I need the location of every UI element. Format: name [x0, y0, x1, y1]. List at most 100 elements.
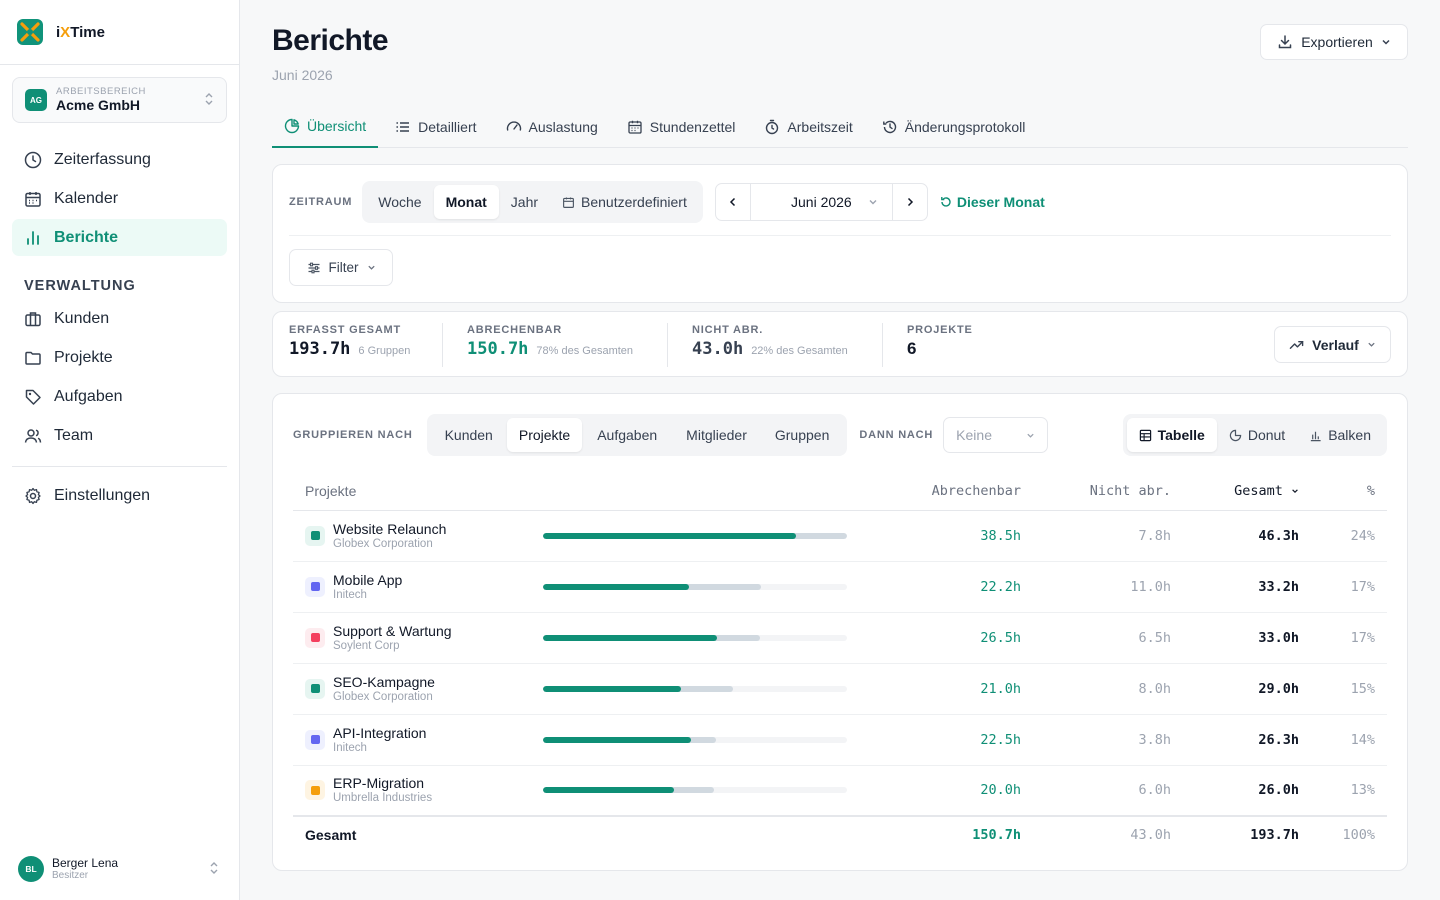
sidebar-nav: Zeiterfassung Kalender Berichte VERWALTU… [0, 141, 239, 514]
range-option-woche[interactable]: Woche [378, 194, 422, 210]
bar-chart-icon [27, 230, 39, 245]
workspace-badge: AG [25, 89, 47, 111]
report-table-card: GRUPPIEREN NACH Kunden Projekte Aufgaben… [272, 393, 1408, 871]
sidebar-item-kalender[interactable]: Kalender [12, 180, 227, 217]
column-header-nicht-abr[interactable]: Nicht abr. [1033, 472, 1183, 511]
tab-stundenzettel[interactable]: Stundenzettel [615, 106, 748, 147]
billable-cell: 22.2h [873, 561, 1033, 613]
project-cell: Website Relaunch Globex Corporation [293, 510, 543, 562]
view-option-donut[interactable]: Donut [1217, 418, 1297, 452]
refresh-icon [940, 197, 951, 207]
sidebar-item-label: Projekte [54, 348, 113, 366]
project-name: Support & Wartung [333, 622, 452, 639]
tab-arbeitszeit[interactable]: Arbeitszeit [752, 106, 864, 147]
billable-cell: 38.5h [873, 510, 1033, 562]
gear-icon [25, 487, 41, 504]
chevron-up-down-icon [209, 861, 219, 878]
tab-auslastung[interactable]: Auslastung [494, 106, 610, 147]
range-option-jahr[interactable]: Jahr [510, 194, 539, 210]
sidebar-item-aufgaben[interactable]: Aufgaben [12, 378, 227, 415]
chevron-down-icon [367, 265, 375, 270]
column-header-projekte[interactable]: Projekte [293, 472, 543, 511]
total-cell: 26.3h [1183, 714, 1311, 766]
list-icon [396, 121, 410, 132]
total-total: 193.7h [1183, 815, 1311, 852]
tab-detailliert[interactable]: Detailliert [383, 106, 488, 147]
view-option-tabelle[interactable]: Tabelle [1126, 418, 1217, 452]
total-percent: 100% [1311, 815, 1387, 852]
filter-button[interactable]: Filter [289, 249, 393, 286]
brand[interactable]: iXTime [0, 0, 239, 65]
sidebar-item-label: Berichte [54, 228, 119, 246]
avatar: BL [18, 856, 44, 882]
user-menu[interactable]: BL Berger Lena Besitzer [18, 856, 221, 882]
total-cell: 29.0h [1183, 663, 1311, 715]
period-select[interactable]: Juni 2026 [749, 184, 893, 220]
sidebar-item-zeiterfassung[interactable]: Zeiterfassung [12, 141, 227, 178]
bar-cell [543, 663, 873, 715]
report-table: Projekte Abrechenbar Nicht abr. Gesamt %… [293, 472, 1387, 852]
sidebar-item-einstellungen[interactable]: Einstellungen [12, 477, 227, 514]
sidebar-item-berichte[interactable]: Berichte [12, 219, 227, 256]
table-row[interactable]: Website Relaunch Globex Corporation 38.5… [293, 510, 1387, 562]
table-row[interactable]: Mobile App Initech 22.2h 11.0h 33.2h 17% [293, 561, 1387, 613]
app-logo-icon [17, 19, 43, 45]
column-header-gesamt[interactable]: Gesamt [1183, 472, 1311, 511]
next-period-button[interactable] [893, 184, 927, 220]
page-subtitle: Juni 2026 [272, 67, 333, 83]
view-option-label: Balken [1328, 427, 1371, 443]
hours-bar-billable [543, 532, 796, 539]
group-option-projekte[interactable]: Projekte [506, 418, 583, 452]
hours-bar-billable [543, 787, 675, 794]
tab-uebersicht[interactable]: Übersicht [272, 106, 379, 148]
calendar-icon [628, 120, 642, 134]
group-option-gruppen[interactable]: Gruppen [774, 427, 830, 443]
total-billable: 150.7h [873, 815, 1033, 852]
project-client: Globex Corporation [333, 690, 433, 703]
briefcase-icon [25, 311, 41, 326]
chevron-down-icon [1368, 342, 1375, 347]
sidebar-item-label: Einstellungen [54, 486, 151, 504]
export-button[interactable]: Exportieren [1260, 24, 1408, 60]
then-by-select[interactable]: Keine [943, 417, 1049, 453]
pie-chart-icon [1229, 429, 1242, 441]
stat-label: ABRECHENBAR [467, 324, 562, 336]
previous-period-button[interactable] [716, 184, 750, 220]
project-color-icon [305, 678, 325, 699]
hours-bar-billable [543, 583, 689, 590]
project-cell: Support & Wartung Soylent Corp [293, 612, 543, 664]
folder-icon [25, 351, 41, 365]
total-label: Gesamt [293, 815, 543, 852]
sidebar-item-team[interactable]: Team [12, 417, 227, 454]
this-month-button[interactable]: Dieser Monat [940, 194, 1045, 210]
total-bar-cell [543, 815, 873, 852]
group-option-aufgaben[interactable]: Aufgaben [597, 427, 658, 443]
project-name: SEO-Kampagne [333, 673, 435, 690]
column-header-percent[interactable]: % [1311, 472, 1387, 511]
view-option-balken[interactable]: Balken [1297, 418, 1383, 452]
workspace-label: ARBEITSBEREICH [56, 86, 146, 97]
table-row[interactable]: SEO-Kampagne Globex Corporation 21.0h 8.… [293, 663, 1387, 715]
chevron-left-icon [729, 197, 735, 207]
range-option-custom[interactable]: Benutzerdefiniert [550, 185, 699, 219]
group-option-kunden[interactable]: Kunden [444, 427, 493, 443]
table-row[interactable]: Support & Wartung Soylent Corp 26.5h 6.5… [293, 612, 1387, 664]
total-cell: 46.3h [1183, 510, 1311, 562]
billable-cell: 26.5h [873, 612, 1033, 664]
project-cell: API-Integration Initech [293, 714, 543, 766]
range-option-monat[interactable]: Monat [433, 185, 499, 219]
table-row[interactable]: ERP-Migration Umbrella Industries 20.0h … [293, 765, 1387, 817]
sidebar-item-projekte[interactable]: Projekte [12, 339, 227, 376]
trend-button[interactable]: Verlauf [1274, 326, 1391, 363]
project-cell: Mobile App Initech [293, 561, 543, 613]
column-header-abrechenbar[interactable]: Abrechenbar [873, 472, 1033, 511]
nonbillable-cell: 11.0h [1033, 561, 1183, 613]
workspace-switcher[interactable]: AG ARBEITSBEREICH Acme GmbH [12, 77, 227, 123]
sidebar-item-kunden[interactable]: Kunden [12, 300, 227, 337]
tab-aenderungsprotokoll[interactable]: Änderungsprotokoll [870, 106, 1038, 147]
range-option-label: Benutzerdefiniert [581, 194, 687, 210]
project-client: Globex Corporation [333, 537, 433, 550]
chevron-down-icon [869, 200, 877, 205]
group-option-mitglieder[interactable]: Mitglieder [686, 427, 747, 443]
table-row[interactable]: API-Integration Initech 22.5h 3.8h 26.3h… [293, 714, 1387, 766]
